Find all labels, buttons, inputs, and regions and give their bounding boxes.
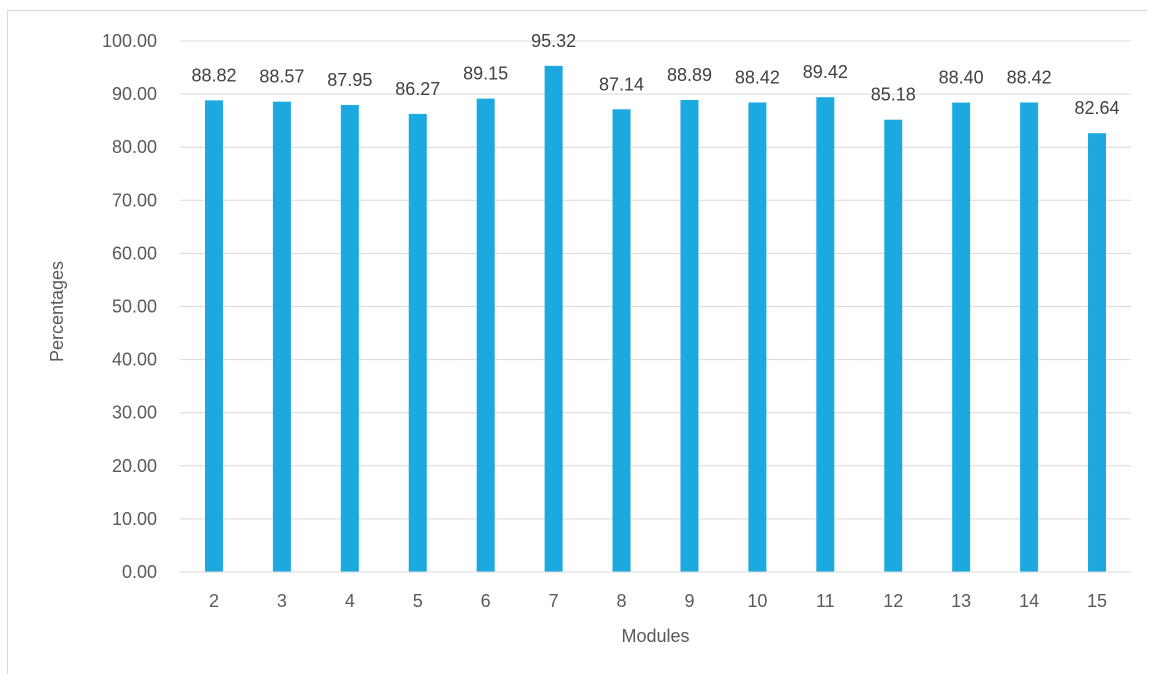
x-tick-label: 2 (209, 591, 219, 611)
bar-module-5 (408, 113, 427, 572)
data-label: 85.18 (871, 85, 916, 105)
x-tick-label: 10 (747, 591, 767, 611)
y-tick-label: 30.00 (112, 403, 157, 423)
chart-frame (7, 10, 1147, 674)
y-axis-tick-labels: 0.00 10.00 20.00 30.00 40.00 50.00 60.00 70.00 8… (102, 31, 157, 582)
bar-module-13 (952, 102, 971, 572)
bar-module-14 (1020, 102, 1039, 572)
gridlines (180, 40, 1131, 520)
data-label: 82.64 (1075, 98, 1120, 118)
x-tick-label: 4 (345, 591, 355, 611)
y-tick-label: 100.00 (102, 31, 157, 51)
y-axis-title: Percentages (47, 261, 67, 362)
bar-module-10 (748, 102, 767, 572)
y-tick-label: 40.00 (112, 350, 157, 370)
x-tick-label: 14 (1019, 591, 1039, 611)
bar-module-9 (680, 99, 699, 572)
x-axis-tick-labels: 2 3 4 5 6 7 8 9 10 11 12 13 14 15 (209, 591, 1107, 611)
data-label: 88.57 (259, 67, 304, 87)
data-label: 88.40 (939, 68, 984, 88)
x-axis-title: Modules (621, 626, 689, 646)
x-tick-label: 13 (951, 591, 971, 611)
bar-module-15 (1088, 133, 1107, 573)
y-tick-label: 60.00 (112, 243, 157, 263)
x-tick-label: 15 (1087, 591, 1107, 611)
bar-module-6 (476, 98, 495, 573)
data-label: 87.14 (599, 74, 644, 94)
x-tick-label: 8 (617, 591, 627, 611)
bar-module-4 (340, 104, 359, 572)
data-label: 88.42 (735, 67, 780, 87)
bar-module-3 (272, 101, 291, 572)
data-label: 88.89 (667, 65, 712, 85)
data-label: 88.42 (1007, 67, 1052, 87)
x-tick-label: 12 (883, 591, 903, 611)
x-tick-label: 6 (481, 591, 491, 611)
y-tick-label: 10.00 (112, 509, 157, 529)
data-label: 87.95 (327, 70, 372, 90)
bars (204, 65, 1107, 573)
data-label: 86.27 (395, 79, 440, 99)
bar-module-11 (816, 97, 835, 572)
y-tick-label: 90.00 (112, 84, 157, 104)
data-labels: 88.82 88.57 87.95 86.27 89.15 95.32 87.14 88.89… (191, 31, 1119, 118)
data-label: 88.82 (191, 65, 236, 85)
x-tick-label: 5 (413, 591, 423, 611)
y-tick-label: 20.00 (112, 456, 157, 476)
bar-module-12 (884, 119, 903, 572)
bar-module-2 (204, 100, 223, 573)
data-label: 95.32 (531, 31, 576, 51)
x-tick-label: 11 (816, 591, 835, 611)
data-label: 89.42 (803, 62, 848, 82)
x-tick-label: 9 (684, 591, 694, 611)
bar-module-7 (544, 65, 563, 572)
y-tick-label: 50.00 (112, 297, 157, 317)
x-tick-label: 3 (277, 591, 287, 611)
data-label: 89.15 (463, 64, 508, 84)
y-tick-label: 80.00 (112, 137, 157, 157)
y-tick-label: 70.00 (112, 190, 157, 210)
x-tick-label: 7 (549, 591, 559, 611)
bar-module-8 (612, 109, 631, 573)
y-tick-label: 0.00 (122, 562, 157, 582)
